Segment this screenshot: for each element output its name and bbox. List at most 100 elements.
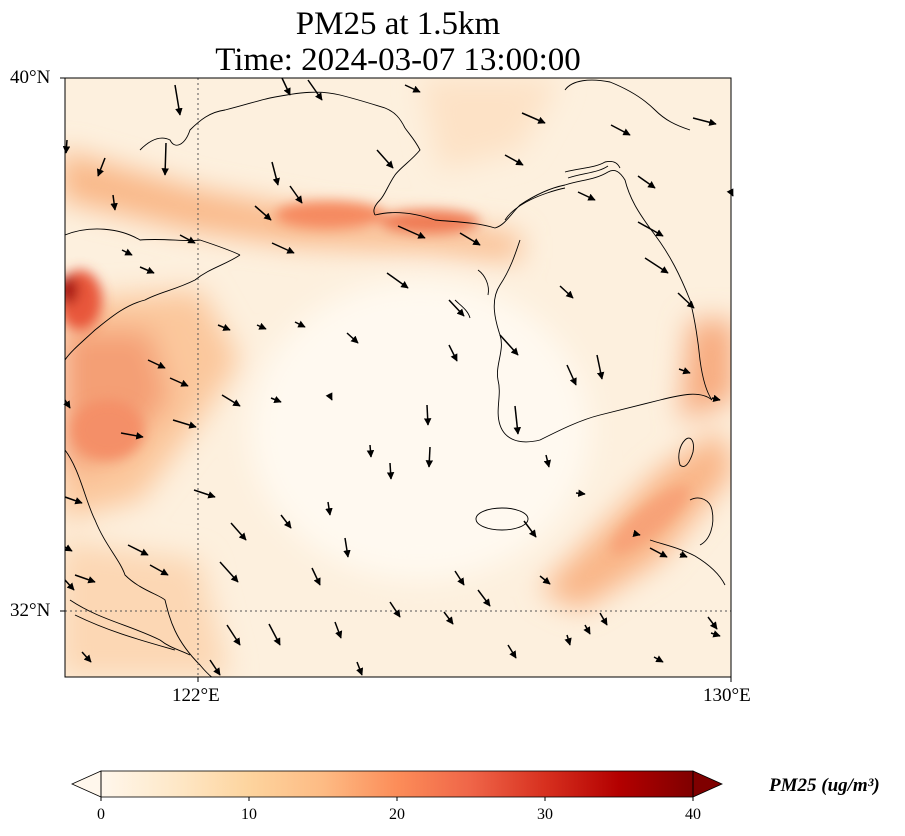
colorbar-tick-label: 10 (241, 806, 257, 823)
korea-bay-coast (374, 184, 566, 229)
wind-arrow (504, 154, 524, 166)
colorbar-tick-label: 40 (685, 806, 701, 823)
wind-arrow (575, 489, 586, 497)
islet-1 (454, 299, 471, 319)
wind-arrow (254, 205, 272, 221)
wind-arrow (386, 462, 395, 480)
wind-arrow (311, 567, 321, 586)
wind-arrow (499, 334, 519, 356)
wind-arrow (459, 232, 481, 246)
shandong-north-coast (65, 228, 241, 256)
colorbar-tick-label: 20 (389, 806, 405, 823)
wind-arrow (523, 520, 537, 538)
wind-arrow (161, 142, 169, 176)
colorbar-tick-label: 30 (537, 806, 553, 823)
wind-arrow (280, 514, 292, 529)
wind-arrow (226, 624, 241, 646)
wind-arrow (644, 257, 669, 274)
wind-arrow (325, 392, 333, 401)
wind-arrow (521, 112, 546, 124)
wind-arrow (649, 547, 668, 558)
map-title-variable: PM25 at 1.5km (295, 6, 501, 42)
wind-arrow (62, 139, 71, 154)
wind-arrow (386, 272, 409, 289)
wind-arrow (270, 396, 282, 403)
wind-arrow (596, 354, 605, 380)
colorbar-tick-label: 0 (97, 806, 105, 823)
wind-arrow (256, 322, 267, 330)
wind-arrow (583, 624, 591, 635)
wind-arrow (110, 194, 118, 211)
map-frame (64, 77, 732, 678)
wind-arrow (63, 399, 71, 409)
wind-arrow (637, 175, 656, 189)
wind-arrow (325, 501, 333, 516)
kyushu-north (689, 497, 714, 546)
wind-arrow (96, 157, 106, 177)
wind-arrow (169, 377, 189, 387)
wind-arrow (366, 444, 375, 458)
wind-arrow (294, 320, 306, 328)
wind-arrow (577, 191, 596, 201)
wind-arrow (389, 601, 401, 618)
liaodong-west (373, 127, 421, 216)
yangtze-estuary-south (74, 614, 176, 651)
gridlines (65, 78, 731, 677)
wind-arrow (448, 344, 458, 362)
wind-arrow (632, 529, 641, 538)
wind-arrow (343, 537, 351, 558)
wind-arrow (443, 611, 454, 625)
wind-arrow (507, 644, 517, 659)
wind-arrow (193, 489, 216, 499)
colorbar-body (101, 771, 693, 797)
border-line-2 (567, 165, 609, 179)
wind-arrow (127, 544, 149, 556)
wind-arrow (678, 367, 691, 375)
wind-arrow (448, 299, 465, 317)
wind-arrow (425, 446, 434, 468)
wind-arrow (404, 84, 421, 93)
colorbar-max-extension (692, 770, 723, 798)
map-title-time: Time: 2024-03-07 13:00:00 (215, 42, 581, 78)
islet-2 (477, 269, 489, 296)
korea-west-south-coast (493, 239, 713, 443)
wind-arrow (172, 419, 197, 429)
northeast-coast (564, 79, 691, 131)
shandong-south-coast (65, 254, 241, 361)
wind-arrow (346, 332, 359, 344)
wind-arrow (707, 616, 718, 630)
wind-arrow (307, 79, 323, 101)
wind-arrow (74, 574, 96, 584)
lon-tick-label-130e: 130°E (703, 685, 751, 706)
wind-arrow (209, 659, 221, 676)
wind-arrow (64, 496, 83, 505)
wind-arrow (271, 161, 280, 186)
wind-arrow (543, 454, 552, 468)
wind-arrow (219, 561, 239, 583)
wind-arrow (289, 185, 303, 204)
tsushima-island (678, 437, 694, 467)
wind-arrow (271, 242, 295, 254)
border-line-3 (504, 187, 566, 221)
wind-arrow (423, 404, 432, 426)
bohai-coast (139, 91, 406, 151)
wind-arrow (710, 630, 721, 638)
wind-arrow (221, 394, 241, 407)
wind-arrow (268, 623, 281, 646)
jiangsu-coast (65, 449, 213, 677)
wind-arrow (564, 634, 572, 646)
wind-arrow (64, 544, 73, 552)
wind-arrow (121, 248, 133, 256)
wind-arrow (679, 550, 688, 558)
coastlines (65, 79, 726, 677)
wind-arrow (64, 579, 75, 591)
kyushu-coast (649, 539, 726, 586)
wind-arrow (174, 84, 183, 116)
yangtze-estuary (69, 599, 191, 656)
lon-tick-label-122e: 122°E (172, 685, 220, 706)
colorbar-min-extension (71, 770, 102, 798)
wind-arrow (692, 117, 717, 126)
wind-arrow (653, 655, 664, 663)
wind-arrow (711, 394, 721, 403)
wind-arrow (147, 359, 166, 369)
